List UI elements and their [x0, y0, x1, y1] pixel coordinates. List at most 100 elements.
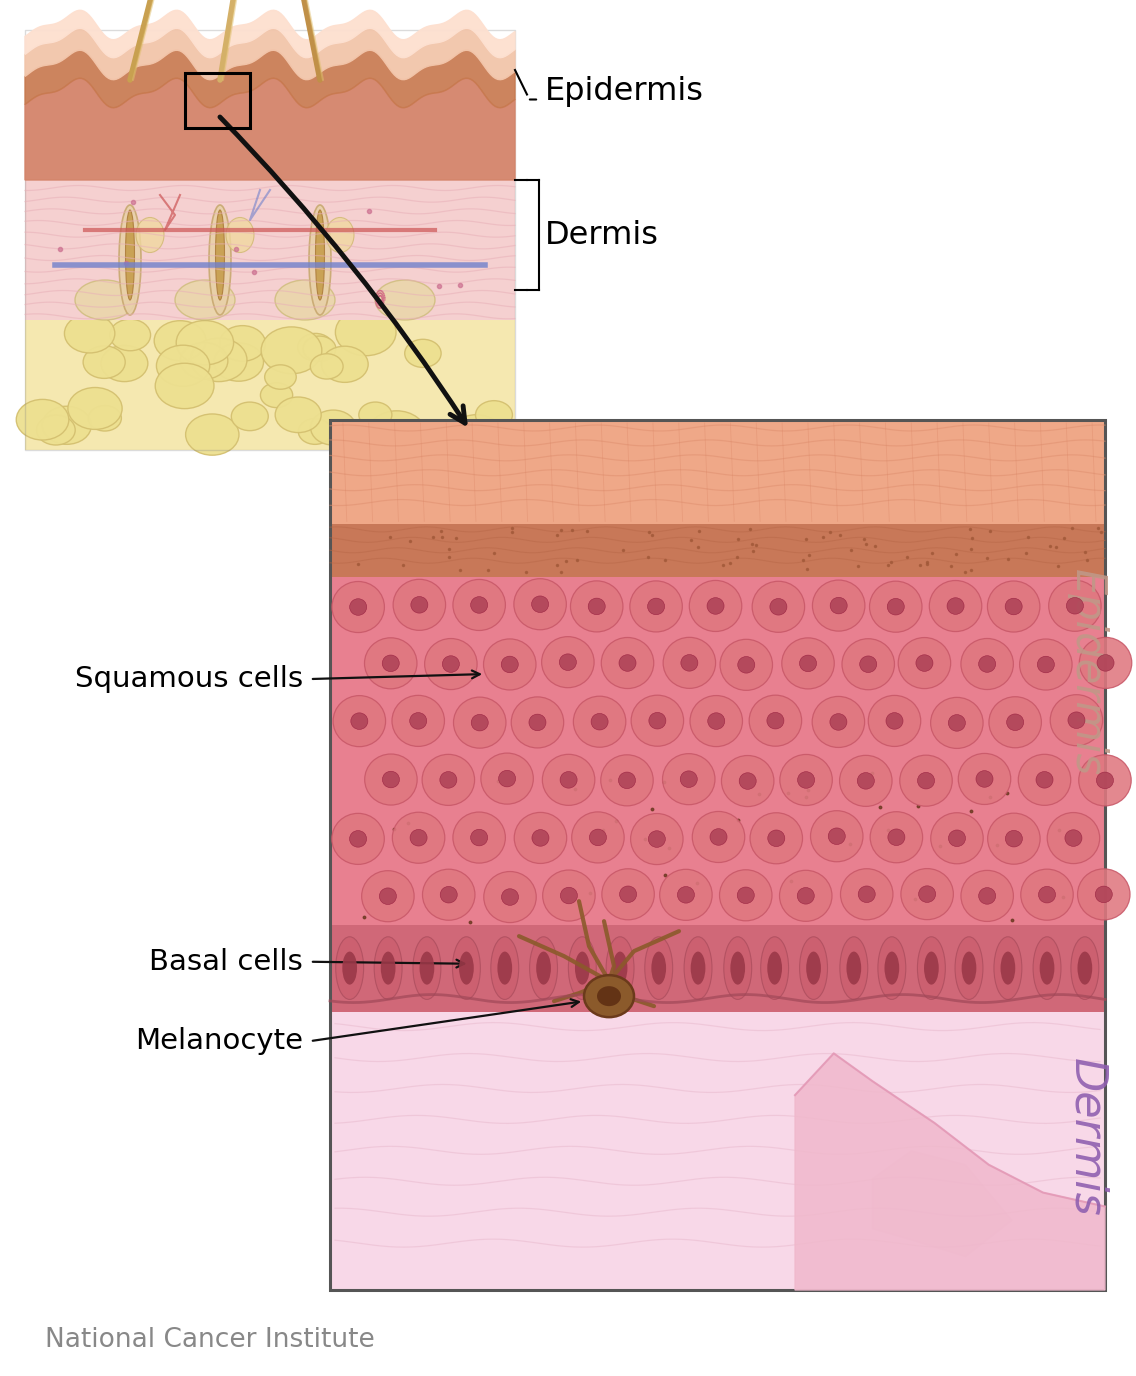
Ellipse shape — [367, 411, 426, 455]
Text: Basal cells: Basal cells — [149, 948, 303, 976]
Ellipse shape — [1096, 772, 1113, 788]
Ellipse shape — [1001, 952, 1016, 985]
Ellipse shape — [216, 211, 225, 300]
Ellipse shape — [559, 654, 576, 670]
Ellipse shape — [156, 363, 214, 409]
Ellipse shape — [560, 888, 577, 904]
Ellipse shape — [157, 345, 210, 387]
Ellipse shape — [351, 713, 368, 729]
Ellipse shape — [629, 581, 683, 632]
Ellipse shape — [226, 217, 254, 253]
Ellipse shape — [83, 345, 125, 378]
Ellipse shape — [470, 830, 487, 846]
Ellipse shape — [191, 338, 247, 381]
Ellipse shape — [601, 637, 653, 688]
Ellipse shape — [392, 695, 444, 746]
Ellipse shape — [645, 937, 673, 999]
Ellipse shape — [602, 868, 654, 919]
Ellipse shape — [949, 714, 966, 731]
Ellipse shape — [750, 813, 802, 864]
Ellipse shape — [649, 831, 666, 848]
Ellipse shape — [101, 345, 148, 381]
Ellipse shape — [1064, 830, 1081, 846]
Ellipse shape — [1077, 952, 1092, 985]
Ellipse shape — [374, 937, 402, 999]
Ellipse shape — [125, 211, 134, 300]
Ellipse shape — [1005, 830, 1022, 848]
Ellipse shape — [568, 937, 596, 999]
Ellipse shape — [441, 886, 458, 903]
Ellipse shape — [886, 713, 903, 729]
Ellipse shape — [529, 937, 558, 999]
Ellipse shape — [136, 217, 164, 253]
Ellipse shape — [423, 754, 475, 805]
Ellipse shape — [900, 755, 952, 806]
Ellipse shape — [1020, 638, 1072, 689]
Ellipse shape — [1021, 870, 1074, 921]
Ellipse shape — [730, 952, 745, 985]
Ellipse shape — [419, 952, 434, 985]
Ellipse shape — [708, 713, 725, 729]
Ellipse shape — [1079, 755, 1131, 806]
Ellipse shape — [154, 321, 206, 361]
Ellipse shape — [885, 952, 900, 985]
Ellipse shape — [532, 830, 549, 846]
Ellipse shape — [919, 886, 936, 903]
Ellipse shape — [994, 937, 1022, 999]
Ellipse shape — [930, 813, 983, 864]
Ellipse shape — [404, 340, 441, 367]
Ellipse shape — [737, 888, 754, 904]
Polygon shape — [872, 1150, 1012, 1256]
Ellipse shape — [383, 771, 400, 788]
Ellipse shape — [379, 888, 396, 904]
Ellipse shape — [1071, 937, 1099, 999]
Text: Epidermis: Epidermis — [1066, 568, 1108, 776]
Ellipse shape — [260, 383, 293, 407]
Ellipse shape — [1050, 695, 1103, 746]
Ellipse shape — [598, 987, 621, 1006]
Bar — [25, 180, 515, 321]
Ellipse shape — [779, 754, 833, 805]
Ellipse shape — [414, 937, 441, 999]
Ellipse shape — [869, 581, 922, 632]
Polygon shape — [25, 78, 515, 180]
Ellipse shape — [619, 655, 636, 671]
Ellipse shape — [812, 581, 864, 632]
Ellipse shape — [916, 655, 933, 671]
Ellipse shape — [812, 696, 864, 747]
Ellipse shape — [955, 937, 983, 999]
Ellipse shape — [770, 599, 787, 615]
Ellipse shape — [484, 871, 536, 922]
Ellipse shape — [332, 582, 384, 633]
Ellipse shape — [16, 399, 69, 440]
Ellipse shape — [761, 937, 788, 999]
Ellipse shape — [828, 828, 845, 845]
Polygon shape — [795, 1054, 1105, 1291]
Bar — [329, 1011, 1105, 1291]
Ellipse shape — [721, 755, 774, 806]
Ellipse shape — [1049, 581, 1101, 632]
Ellipse shape — [800, 655, 817, 671]
Ellipse shape — [961, 638, 1013, 689]
Text: Melanocyte: Melanocyte — [135, 1026, 303, 1055]
Text: National Cancer Institute: National Cancer Institute — [45, 1326, 375, 1353]
Ellipse shape — [719, 870, 772, 921]
Ellipse shape — [303, 336, 336, 362]
Ellipse shape — [498, 952, 512, 985]
Ellipse shape — [342, 952, 357, 985]
Ellipse shape — [542, 637, 594, 688]
Ellipse shape — [800, 937, 827, 999]
Bar — [185, 73, 250, 128]
Ellipse shape — [607, 937, 634, 999]
Ellipse shape — [336, 937, 364, 999]
Ellipse shape — [619, 886, 636, 903]
Ellipse shape — [381, 952, 395, 985]
Ellipse shape — [333, 696, 385, 747]
Ellipse shape — [393, 579, 445, 630]
Ellipse shape — [749, 695, 802, 746]
Ellipse shape — [584, 976, 634, 1017]
Ellipse shape — [1018, 754, 1071, 805]
Ellipse shape — [858, 772, 875, 790]
Ellipse shape — [310, 354, 343, 378]
Ellipse shape — [690, 581, 742, 632]
